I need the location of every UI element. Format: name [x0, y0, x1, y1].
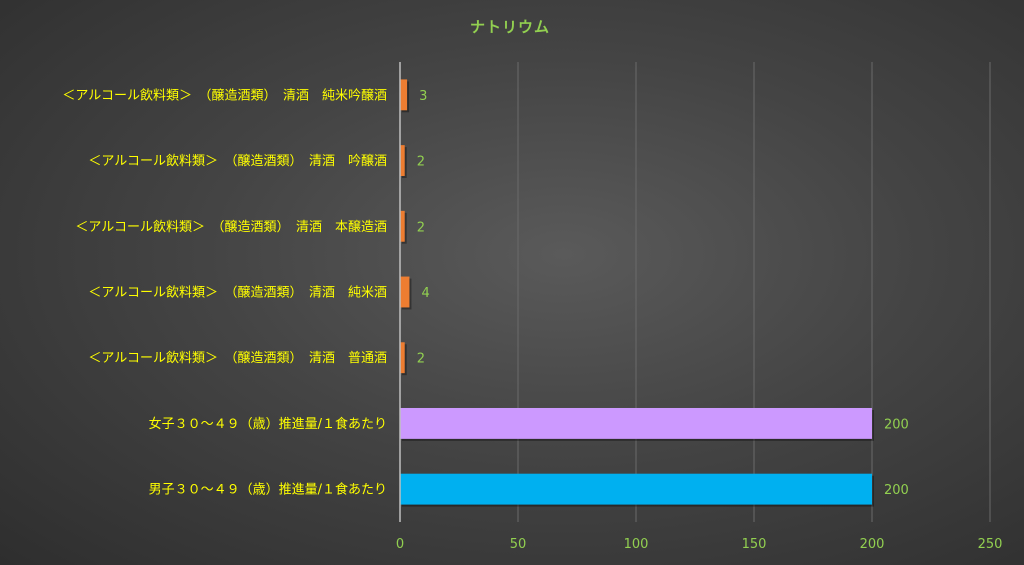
x-tick-label: 200: [860, 537, 885, 552]
category-label: ＜アルコール飲料類＞ （醸造酒類） 清酒 純米酒: [88, 285, 387, 301]
gridlines: [517, 62, 991, 522]
category-label: 女子３０～４９（歳）推進量/１食あたり: [149, 416, 387, 432]
data-label: 4: [421, 286, 429, 301]
bar: [400, 79, 408, 111]
category-label: ＜アルコール飲料類＞ （醸造酒類） 清酒 普通酒: [88, 350, 387, 366]
data-labels: 3 2 2 4 2 200 200: [417, 89, 909, 498]
data-label: 2: [417, 155, 425, 170]
bar: [400, 276, 410, 308]
category-label: ＜アルコール飲料類＞ （醸造酒類） 清酒 本醸造酒: [75, 219, 387, 235]
bar: [400, 342, 405, 374]
x-tick-label: 0: [396, 537, 404, 552]
data-label: 2: [417, 352, 425, 367]
data-label: 3: [419, 89, 427, 104]
bar: [400, 210, 405, 242]
value-axis: 0 50 100 150 200 250: [396, 62, 1003, 552]
x-tick-label: 250: [978, 537, 1003, 552]
data-label: 2: [417, 220, 425, 235]
bars: [400, 79, 874, 507]
bar: [400, 145, 405, 177]
x-tick-label: 100: [624, 537, 649, 552]
category-axis: ＜アルコール飲料類＞ （醸造酒類） 清酒 純米吟醸酒 ＜アルコール飲料類＞ （醸造…: [62, 87, 387, 497]
chart-title: ナトリウム: [470, 18, 550, 36]
category-label: 男子３０～４９（歳）推進量/１食あたり: [149, 482, 387, 498]
bar: [400, 407, 872, 439]
x-tick-label: 150: [742, 537, 767, 552]
category-label: ＜アルコール飲料類＞ （醸造酒類） 清酒 吟醸酒: [88, 153, 387, 169]
data-label: 200: [884, 417, 909, 432]
category-label: ＜アルコール飲料類＞ （醸造酒類） 清酒 純米吟醸酒: [62, 87, 387, 103]
x-tick-label: 50: [510, 537, 527, 552]
data-label: 200: [884, 483, 909, 498]
bar: [400, 473, 872, 505]
